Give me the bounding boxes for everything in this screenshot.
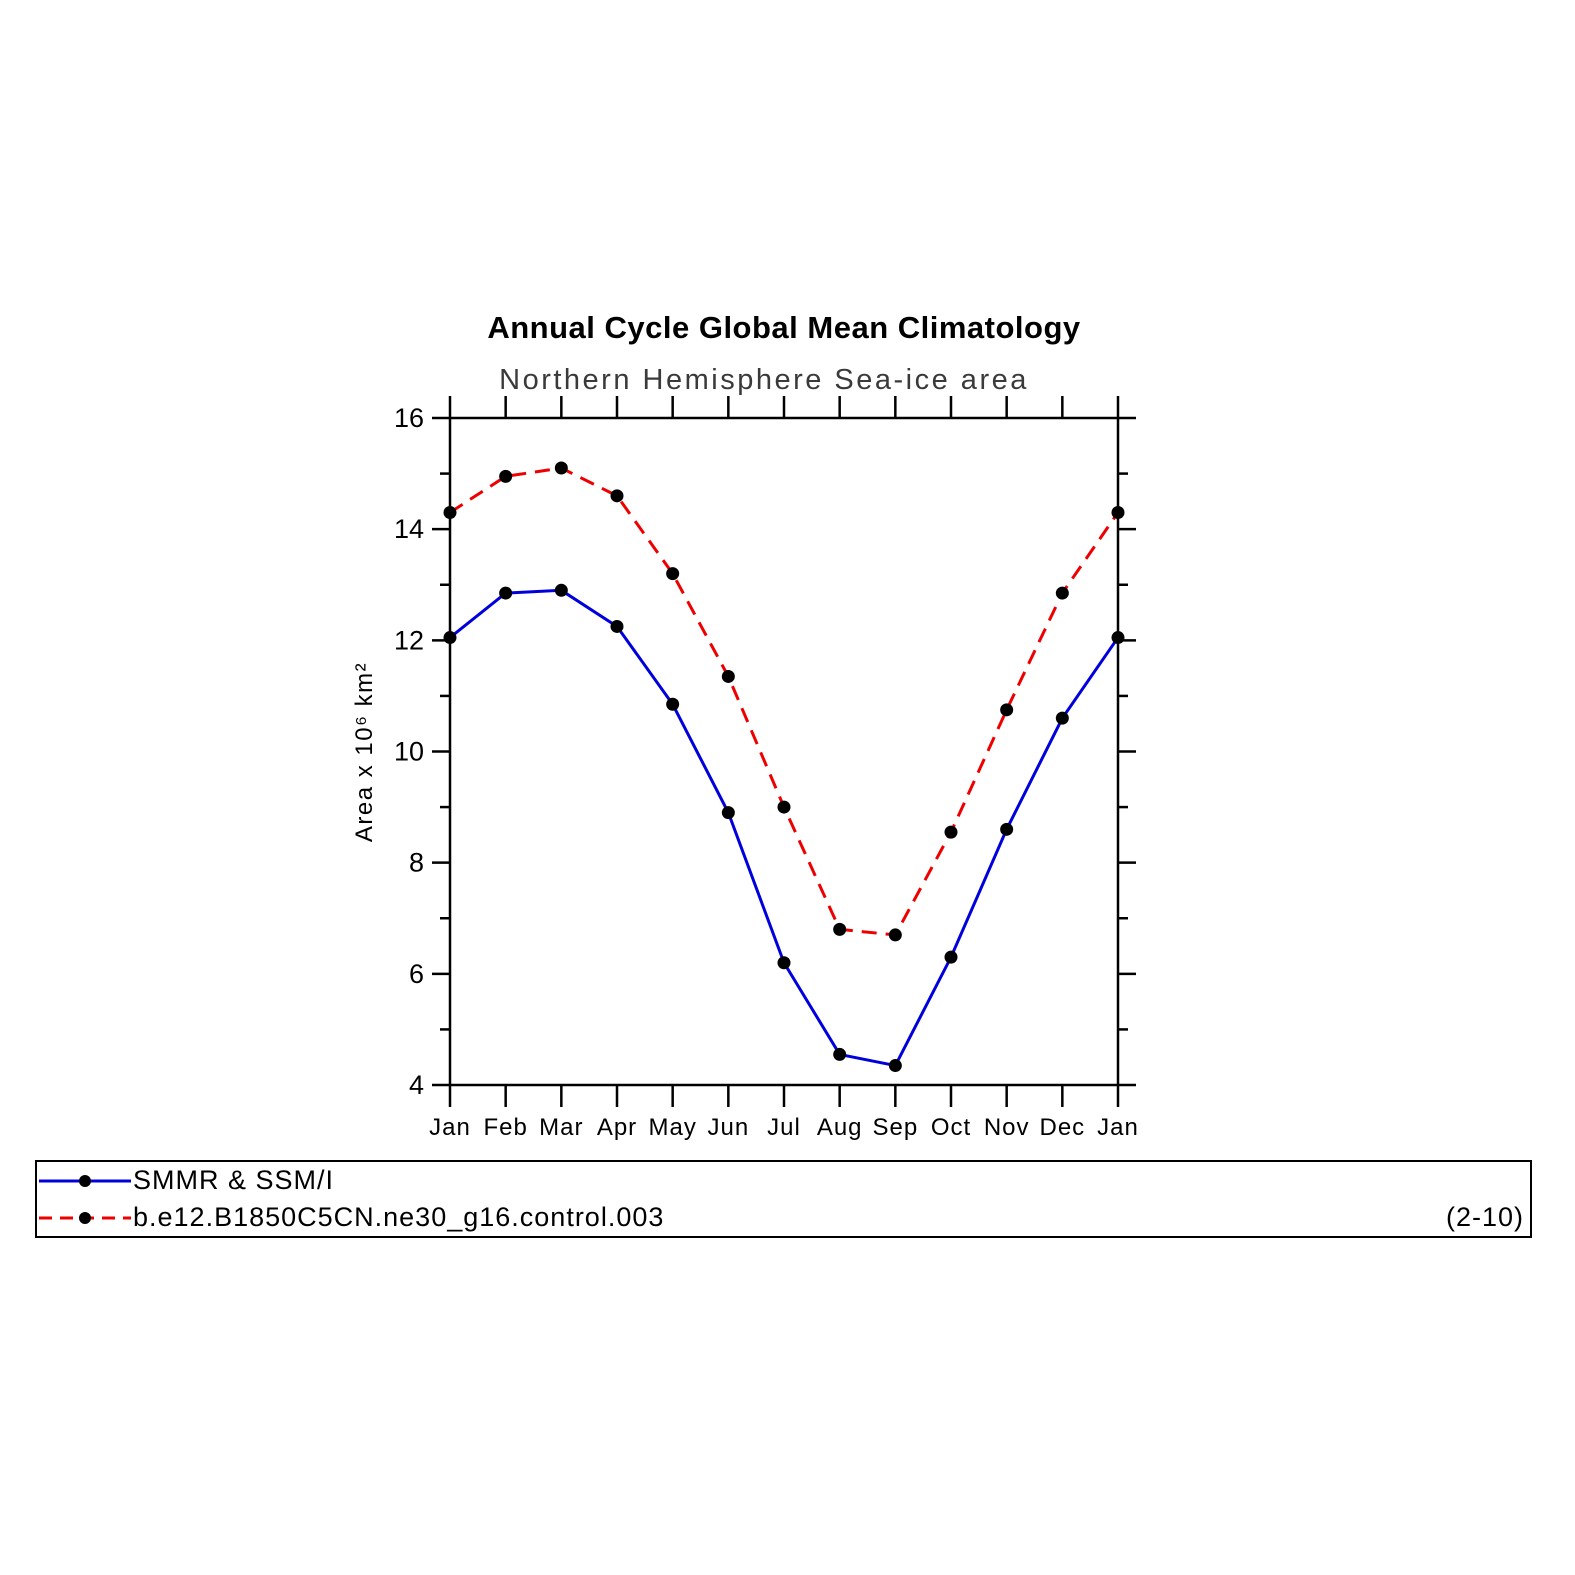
data-point bbox=[554, 461, 568, 475]
x-tick-label: Dec bbox=[1039, 1114, 1085, 1141]
legend-row-smmr: SMMR & SSM/I bbox=[37, 1162, 1530, 1199]
series-line-0 bbox=[449, 588, 1120, 1068]
x-tick-label: Jun bbox=[707, 1114, 749, 1141]
data-point bbox=[944, 950, 958, 964]
data-point bbox=[499, 469, 513, 483]
axis-tick-labels: 4 6 8 10 12 14 16 Jan Feb Mar Apr May Jun Jul Aug Sep Oc… bbox=[394, 403, 1139, 1141]
data-point bbox=[944, 825, 958, 839]
y-tick-label: 16 bbox=[394, 403, 424, 433]
data-point bbox=[443, 505, 457, 519]
series-markers bbox=[443, 461, 1125, 1073]
y-axis-label: Area x 10⁶ km² bbox=[351, 661, 378, 843]
data-point bbox=[721, 669, 735, 683]
data-point bbox=[499, 586, 513, 600]
data-point bbox=[777, 956, 791, 970]
x-tick-label: Feb bbox=[483, 1114, 527, 1141]
chart-title: Annual Cycle Global Mean Climatology bbox=[487, 310, 1081, 345]
data-point bbox=[721, 806, 735, 820]
axes bbox=[448, 416, 1120, 1087]
data-point bbox=[1000, 703, 1014, 717]
x-tick-label: Mar bbox=[539, 1114, 583, 1141]
data-point bbox=[833, 1047, 847, 1061]
data-point bbox=[833, 922, 847, 936]
data-point bbox=[666, 567, 680, 581]
y-tick-label: 4 bbox=[409, 1070, 424, 1100]
legend-sample-line-smmr bbox=[39, 1174, 131, 1187]
x-tick-label: Jan bbox=[429, 1114, 471, 1141]
y-tick-label: 8 bbox=[409, 848, 424, 878]
legend: SMMR & SSM/I b.e12.B1850C5CN.ne30_g16.co… bbox=[35, 1160, 1532, 1238]
x-tick-label: Apr bbox=[597, 1114, 637, 1141]
x-tick-label: Nov bbox=[984, 1114, 1030, 1141]
x-tick-label: Sep bbox=[872, 1114, 918, 1141]
chart-subtitle: Northern Hemisphere Sea-ice area bbox=[499, 364, 1029, 396]
axis-ticks bbox=[432, 396, 1136, 1107]
legend-label-model: b.e12.B1850C5CN.ne30_g16.control.003 bbox=[133, 1202, 665, 1232]
data-point bbox=[1111, 505, 1125, 519]
data-point bbox=[610, 489, 624, 503]
x-tick-label: Aug bbox=[817, 1114, 863, 1141]
data-point bbox=[554, 583, 568, 597]
y-tick-label: 14 bbox=[394, 514, 424, 544]
data-point bbox=[666, 697, 680, 711]
data-point bbox=[777, 800, 791, 814]
data-point bbox=[443, 631, 457, 645]
x-tick-label: Oct bbox=[931, 1114, 971, 1141]
x-tick-label: Jan bbox=[1097, 1114, 1139, 1141]
y-tick-label: 6 bbox=[409, 959, 424, 989]
data-point bbox=[610, 619, 624, 633]
data-point bbox=[888, 928, 902, 942]
y-tick-label: 10 bbox=[394, 737, 424, 767]
series-lines bbox=[449, 466, 1120, 1068]
x-tick-label: Jul bbox=[767, 1114, 801, 1141]
x-tick-label: May bbox=[648, 1114, 696, 1141]
data-point bbox=[1000, 822, 1014, 836]
data-point bbox=[1111, 631, 1125, 645]
legend-years-range: (2-10) bbox=[1445, 1202, 1524, 1232]
data-point bbox=[1055, 711, 1069, 725]
legend-sample-line-model bbox=[39, 1211, 131, 1224]
series-line-1 bbox=[449, 466, 1120, 937]
plot-frame bbox=[448, 416, 1120, 1087]
data-point bbox=[888, 1059, 902, 1073]
data-point bbox=[1055, 586, 1069, 600]
legend-row-model: b.e12.B1850C5CN.ne30_g16.control.003 (2-… bbox=[37, 1199, 1530, 1236]
y-tick-label: 12 bbox=[394, 625, 424, 655]
legend-label-smmr: SMMR & SSM/I bbox=[133, 1165, 335, 1195]
